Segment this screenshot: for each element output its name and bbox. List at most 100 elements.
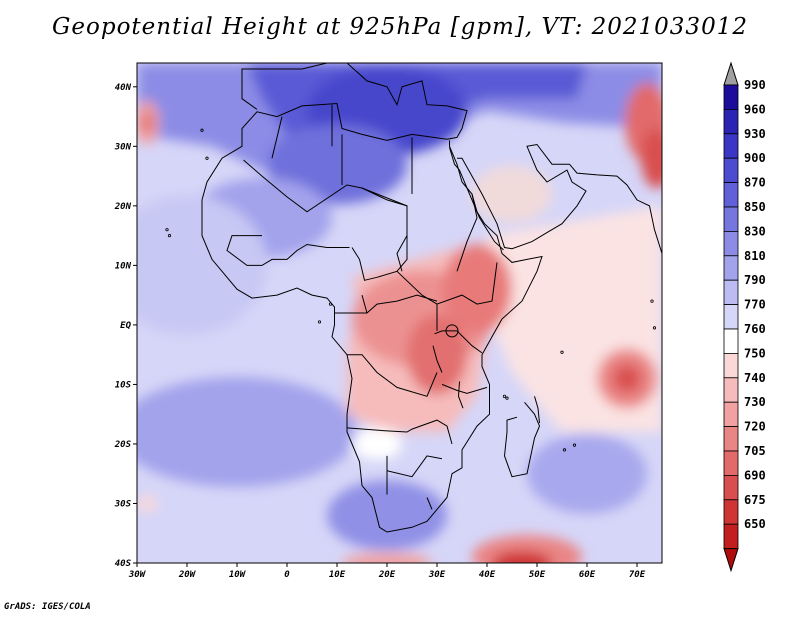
country-border xyxy=(361,294,438,314)
colorbar-level-label: 990 xyxy=(744,78,766,92)
island xyxy=(505,396,509,400)
south-atlantic-blue xyxy=(137,377,357,488)
lon-tick-label: 30W xyxy=(128,570,147,580)
credit-label: GrADS: IGES/COLA xyxy=(4,602,91,612)
lon-tick-label: 0 xyxy=(284,570,290,580)
colorbar-swatch xyxy=(723,450,739,476)
colorbar: 990 960 930 900 870 850 830 810 790 770 760 750 740 7… xyxy=(723,61,766,573)
country-border xyxy=(456,193,478,272)
colorbar-level-label: 750 xyxy=(744,346,766,360)
chart-title: Geopotential Height at 925hPa [gpm], VT:… xyxy=(52,14,748,40)
country-border xyxy=(226,235,350,266)
lat-tick-label: 30S xyxy=(114,499,132,509)
colorbar-level-label: 900 xyxy=(744,151,766,165)
colorbar-swatch xyxy=(723,426,739,452)
island xyxy=(652,326,657,330)
colorbar-swatch xyxy=(723,133,739,159)
lon-tick-label: 60E xyxy=(579,570,596,580)
island xyxy=(205,156,209,160)
south-cape-pink xyxy=(342,553,432,563)
lat-tick-label: 40S xyxy=(115,559,132,569)
lat-tick-label: 10N xyxy=(115,261,132,271)
colorbar-level-label: 960 xyxy=(744,102,766,116)
arabia-pale xyxy=(472,165,552,222)
lon-tick-label: 30E xyxy=(428,570,446,580)
atlantic-small-pink xyxy=(137,495,157,512)
colorbar-level-label: 675 xyxy=(744,493,766,507)
colorbar-level-label: 720 xyxy=(744,420,766,434)
namibia-white xyxy=(352,427,402,460)
lon-tick-label: 10E xyxy=(329,570,346,580)
colorbar-swatch xyxy=(723,499,739,525)
ne-corner-core xyxy=(641,128,662,189)
colorbar-level-label: 690 xyxy=(744,468,766,482)
country-border xyxy=(361,187,408,272)
colorbar-swatch xyxy=(723,523,739,550)
latitude-axis: 40N 30N 20N 10N EQ 10S 20S 30S 40S xyxy=(114,83,137,569)
colorbar-swatch xyxy=(723,109,739,135)
island xyxy=(562,448,567,452)
island xyxy=(165,228,169,232)
colorbar-swatch xyxy=(723,352,739,379)
colorbar-level-label: 705 xyxy=(744,444,766,458)
colorbar-swatch xyxy=(723,377,739,403)
island xyxy=(317,320,322,324)
coast-north xyxy=(201,63,468,201)
lat-tick-label: 20S xyxy=(114,440,132,450)
coast-madagascar-ne xyxy=(534,396,540,424)
atlantic-pink-core xyxy=(141,111,153,134)
lat-tick-label: 30N xyxy=(114,142,132,152)
colorbar-swatch xyxy=(723,157,739,183)
lakes-red xyxy=(407,314,467,395)
colorbar-swatch xyxy=(723,84,739,110)
coast-madagascar xyxy=(503,401,541,478)
country-border xyxy=(271,116,283,159)
colorbar-top-arrow xyxy=(723,61,739,86)
arabian-sea-low-core xyxy=(613,364,641,393)
colorbar-bottom-arrow xyxy=(723,548,739,573)
colorbar-swatch xyxy=(723,255,739,281)
island xyxy=(502,394,507,398)
lake-tanganyika xyxy=(432,345,443,373)
colorbar-swatch xyxy=(723,279,739,306)
indian-ocean-blue xyxy=(527,433,647,514)
ethiopia-red xyxy=(442,244,512,335)
colorbar-swatch xyxy=(723,304,739,330)
lat-tick-label: 10S xyxy=(115,380,132,390)
colorbar-level-label: 770 xyxy=(744,298,766,312)
colorbar-level-label: 870 xyxy=(744,176,766,190)
map-frame xyxy=(136,62,663,564)
colorbar-level-label: 760 xyxy=(744,322,766,336)
south-africa-blue xyxy=(327,480,447,551)
colorbar-level-label: 650 xyxy=(744,517,766,531)
colorbar-swatch xyxy=(723,230,739,257)
lat-tick-label: 20N xyxy=(114,202,132,212)
colorbar-level-label: 810 xyxy=(744,249,766,263)
map-plot-area xyxy=(137,63,662,563)
colorbar-level-label: 790 xyxy=(744,273,766,287)
colorbar-level-label: 730 xyxy=(744,395,766,409)
lon-tick-label: 10W xyxy=(229,570,247,580)
colorbar-level-label: 830 xyxy=(744,224,766,238)
southern-ocean-core xyxy=(492,551,552,563)
country-border xyxy=(396,262,498,305)
country-border xyxy=(434,330,483,354)
atlantic-pale xyxy=(137,195,267,336)
colorbar-level-label: 930 xyxy=(744,127,766,141)
colorbar-swatch xyxy=(723,401,739,428)
island xyxy=(200,128,204,132)
colorbar-swatch xyxy=(723,206,739,232)
island xyxy=(650,299,654,303)
lon-tick-label: 70E xyxy=(629,570,646,580)
country-border xyxy=(346,419,453,445)
colorbar-swatch xyxy=(723,328,739,354)
colorbar-level-label: 850 xyxy=(744,200,766,214)
island xyxy=(572,443,577,447)
island xyxy=(328,302,333,306)
country-border xyxy=(386,455,443,478)
lake-malawi xyxy=(457,381,464,409)
lon-tick-label: 20W xyxy=(178,570,197,580)
lat-tick-label: 40N xyxy=(115,83,132,93)
colorbar-swatch xyxy=(723,474,739,501)
